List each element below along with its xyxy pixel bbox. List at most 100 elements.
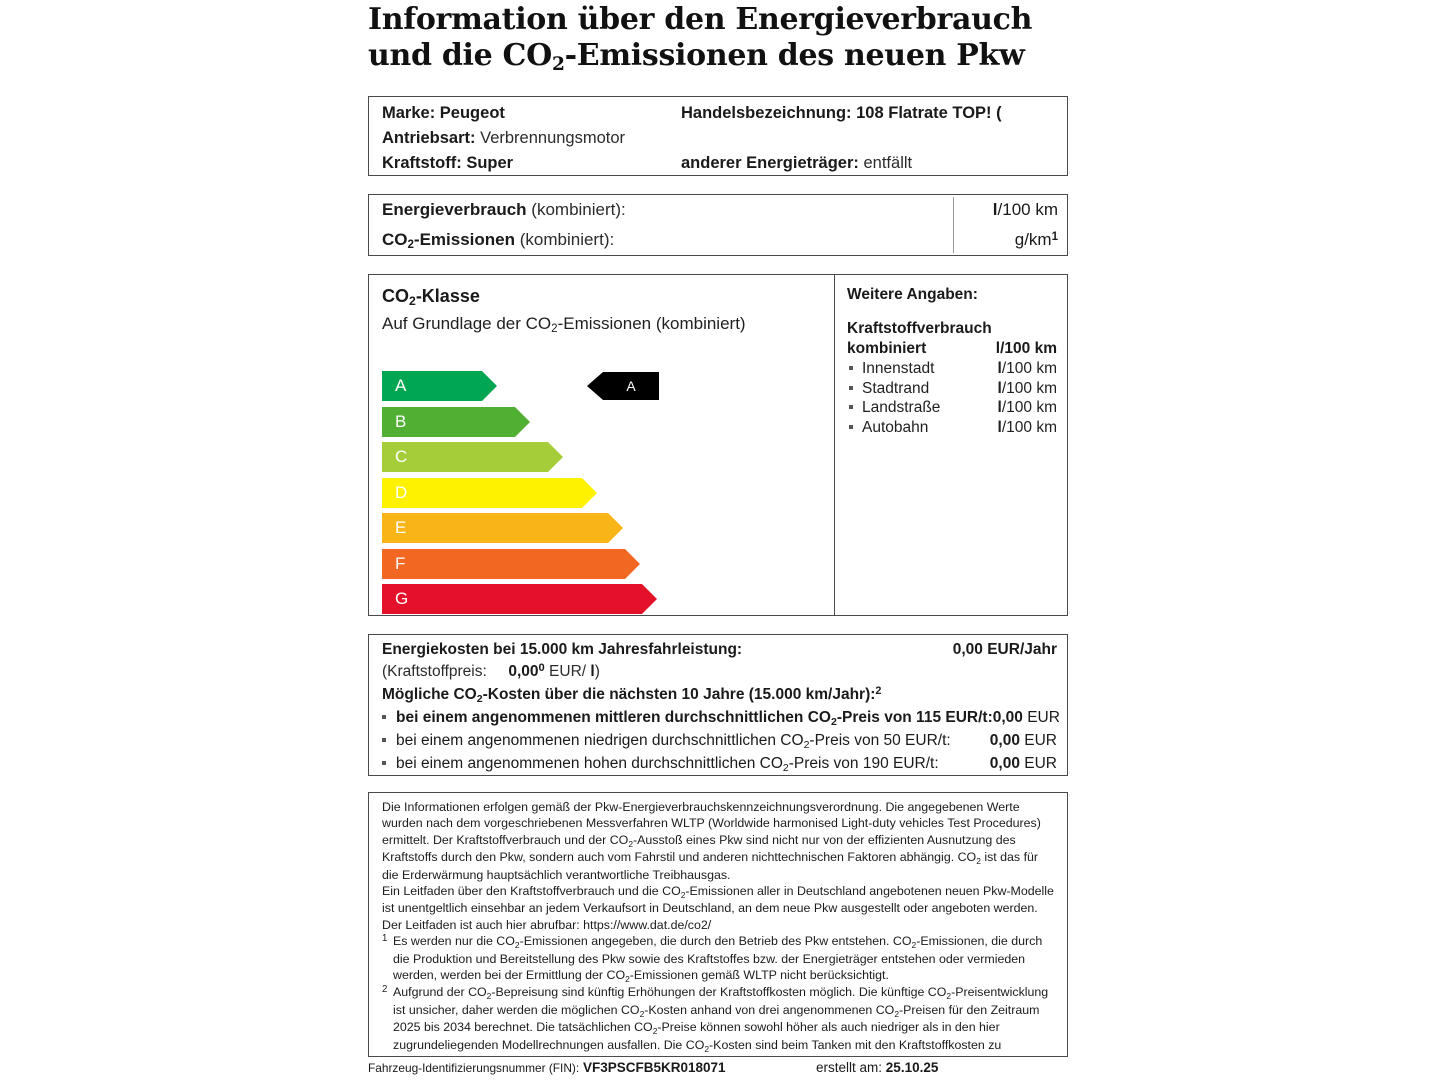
- co2-price-scenario-amount: 0,00 EUR: [989, 732, 1057, 749]
- efficiency-bar-E: E: [382, 513, 657, 543]
- brand-value: Peugeot: [439, 104, 505, 122]
- identity-row-fuel: Kraftstoff: Super anderer Energieträger:…: [369, 151, 1067, 175]
- footnote-1-text: Es werden nur die CO2-Emissionen angegeb…: [393, 934, 1043, 985]
- efficiency-bar-label-B: B: [382, 406, 515, 437]
- fuel-price-row: (Kraftstoffpreis: 0,000 EUR/ l): [369, 661, 1067, 684]
- drive-label: Antriebsart:: [382, 129, 476, 147]
- identity-row-drive: Antriebsart: Verbrennungsmotor: [369, 126, 1067, 151]
- model-cell: Handelsbezeichnung: 108 Flatrate TOP! (: [681, 104, 1067, 123]
- energy-consumption-value: l/100 km: [992, 200, 1058, 219]
- bullet-icon: [849, 405, 853, 409]
- co2-cost-heading: Mögliche CO2-Kosten über die nächsten 10…: [382, 685, 882, 705]
- vin-value: VF3PSCFB5KR018071: [582, 1060, 726, 1075]
- fuel-consumption-item-unit: l/100 km: [997, 399, 1057, 416]
- efficiency-bar-A: A: [382, 371, 657, 401]
- efficiency-bar-label-A: A: [382, 371, 482, 401]
- class-panel-divider: [834, 275, 836, 615]
- other-energy-label: anderer Energieträger:: [681, 154, 859, 172]
- created-date-cell: erstellt am: 25.10.25: [816, 1060, 1068, 1075]
- co2-class-panel: CO2-Klasse Auf Grundlage der CO2-Emissio…: [369, 275, 834, 615]
- efficiency-bar-tip-icon-A: [482, 371, 497, 401]
- fuel-label: Kraftstoff:: [382, 154, 462, 172]
- document-footer: Fahrzeug-Identifizierungsnummer (FIN): V…: [368, 1060, 1068, 1075]
- efficiency-bar-tip-icon-E: [608, 513, 623, 543]
- legal-footnote-2: 2 Aufgrund der CO2-Bepreisung sind künft…: [382, 984, 1056, 1056]
- legal-paragraph-2: Ein Leitfaden über den Kraftstoffverbrau…: [382, 884, 1054, 932]
- fuel-value: Super: [466, 154, 514, 172]
- combined-unit: l/100 km: [995, 340, 1057, 357]
- efficiency-bar-tip-icon-D: [582, 477, 597, 508]
- vin-cell: Fahrzeug-Identifizierungsnummer (FIN): V…: [368, 1060, 816, 1075]
- footnote-2-text: Aufgrund der CO2-Bepreisung sind künftig…: [393, 985, 1049, 1056]
- selected-class-label: A: [603, 372, 659, 400]
- efficiency-bar-G: G: [382, 584, 657, 614]
- co2-price-scenario-label: bei einem angenommenen mittleren durchsc…: [396, 709, 993, 728]
- co2-class-subheading: Auf Grundlage der CO2-Emissionen (kombin…: [382, 314, 746, 335]
- fuel-consumption-item-label: Stadtrand: [862, 379, 930, 397]
- co2-price-scenario-label: bei einem angenommenen hohen durchschnit…: [396, 755, 939, 774]
- brand-label: Marke:: [382, 104, 436, 122]
- page-title-line2: und die CO2-Emissionen des neuen Pkw: [368, 38, 1025, 75]
- consumption-column-separator: [953, 197, 954, 253]
- footnote-2-marker: 2: [382, 984, 388, 996]
- footnote-1-marker: 1: [382, 933, 388, 945]
- bullet-icon: [849, 366, 853, 370]
- bullet-icon: [849, 385, 853, 390]
- energy-consumption-label: Energieverbrauch (kombiniert):: [382, 200, 626, 219]
- co2-class-heading: CO2-Klasse: [382, 286, 480, 308]
- fuel-consumption-item-label: Innenstadt: [862, 360, 935, 377]
- efficiency-bar-label-G: G: [382, 584, 642, 614]
- efficiency-bar-D: D: [382, 477, 657, 508]
- fuel-consumption-item: Autobahn l/100 km: [847, 418, 1067, 438]
- legal-footnote-1: 1 Es werden nur die CO2-Emissionen angeg…: [382, 933, 1056, 984]
- created-value: 25.10.25: [885, 1060, 939, 1075]
- created-label: erstellt am:: [816, 1060, 883, 1075]
- fuel-consumption-item: Innenstadt l/100 km: [847, 359, 1067, 379]
- co2-price-scenario-amount: 0,00 EUR: [989, 755, 1057, 772]
- fuel-price-text: (Kraftstoffpreis: 0,000 EUR/ l): [382, 662, 600, 680]
- co2-price-scenario-label: bei einem angenommenen niedrigen durchsc…: [396, 732, 951, 751]
- fuel-consumption-item-label: Autobahn: [862, 418, 929, 436]
- efficiency-bar-tip-icon-C: [548, 442, 563, 472]
- further-info-panel: Weitere Angaben: Kraftstoffverbrauch kom…: [835, 275, 1067, 615]
- co2-price-scenario-row: bei einem angenommenen niedrigen durchsc…: [369, 730, 1067, 753]
- co2-emissions-label: CO2-Emissionen (kombiniert):: [382, 230, 615, 251]
- bullet-icon: [849, 424, 853, 429]
- efficiency-bar-label-C: C: [382, 442, 548, 472]
- co2-price-scenario-row: bei einem angenommenen hohen durchschnit…: [369, 753, 1067, 775]
- combined-label: kombiniert: [847, 340, 927, 357]
- fuel-consumption-item-unit: l/100 km: [997, 418, 1057, 436]
- pointer-arrow-tip-icon: [587, 372, 603, 400]
- fuel-consumption-item: Landstraße l/100 km: [847, 398, 1067, 418]
- vin-label: Fahrzeug-Identifizierungsnummer (FIN):: [368, 1061, 580, 1075]
- efficiency-bar-C: C: [382, 442, 657, 472]
- co2-price-scenario-list: bei einem angenommenen mittleren durchsc…: [369, 707, 1067, 775]
- other-energy-cell: anderer Energieträger: entfällt: [681, 154, 1067, 173]
- bullet-icon: [382, 715, 386, 719]
- fuel-consumption-combined-row: kombiniert l/100 km: [847, 339, 1067, 359]
- legal-notes-box: Die Informationen erfolgen gemäß der Pkw…: [368, 792, 1068, 1057]
- efficiency-bar-label-D: D: [382, 477, 582, 508]
- fuel-consumption-item-label: Landstraße: [862, 399, 941, 416]
- selected-class-pointer: A: [587, 372, 659, 400]
- efficiency-bar-tip-icon-B: [515, 406, 530, 437]
- fuel-consumption-item-unit: l/100 km: [997, 379, 1057, 397]
- efficiency-bar-label-E: E: [382, 513, 608, 543]
- drive-cell: Antriebsart: Verbrennungsmotor: [369, 129, 681, 148]
- co2-cost-heading-row: Mögliche CO2-Kosten über die nächsten 10…: [369, 684, 1067, 707]
- page-title-line1: Information über den Energieverbrauch: [368, 2, 1033, 37]
- other-energy-value: entfällt: [863, 154, 913, 172]
- annual-energy-cost-label: Energiekosten bei 15.000 km Jahresfahrle…: [382, 641, 743, 658]
- consumption-row-co2: CO2-Emissionen (kombiniert): g/km1: [369, 225, 1067, 255]
- fuel-cell: Kraftstoff: Super: [369, 154, 681, 173]
- cost-estimates-box: Energiekosten bei 15.000 km Jahresfahrle…: [368, 634, 1068, 776]
- efficiency-bar-F: F: [382, 548, 657, 579]
- co2-class-box: CO2-Klasse Auf Grundlage der CO2-Emissio…: [368, 274, 1068, 616]
- page-title: Information über den Energieverbrauch un…: [368, 2, 1068, 78]
- further-info-title: Weitere Angaben:: [847, 286, 978, 303]
- vehicle-identity-box: Marke: Peugeot Handelsbezeichnung: 108 F…: [368, 96, 1068, 176]
- annual-energy-cost-row: Energiekosten bei 15.000 km Jahresfahrle…: [369, 639, 1067, 661]
- annual-energy-cost-value: 0,00 EUR/Jahr: [952, 641, 1057, 658]
